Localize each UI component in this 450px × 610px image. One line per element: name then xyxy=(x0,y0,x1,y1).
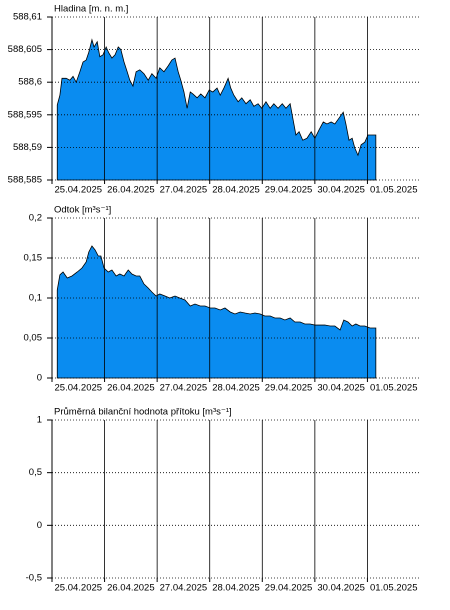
x-tick-label: 27.04.2025 xyxy=(160,383,208,394)
y-tick-label: 0,15 xyxy=(24,253,43,264)
x-tick-label: 29.04.2025 xyxy=(265,583,313,594)
y-tick-label: 0 xyxy=(37,373,42,384)
x-tick-label: 30.04.2025 xyxy=(317,583,365,594)
y-tick-label: 1 xyxy=(37,415,42,426)
x-tick-label: 25.04.2025 xyxy=(55,583,103,594)
chart-title: Průměrná bilanční hodnota přítoku [m³s⁻¹… xyxy=(54,407,232,418)
x-tick-label: 25.04.2025 xyxy=(55,185,103,196)
y-tick-label: -0,5 xyxy=(26,573,42,584)
y-tick-label: 588,6 xyxy=(18,77,42,88)
x-tick-label: 28.04.2025 xyxy=(212,383,260,394)
y-tick-label: 0,2 xyxy=(29,213,42,224)
y-tick-label: 588,585 xyxy=(8,175,42,186)
x-tick-label: 27.04.2025 xyxy=(160,185,208,196)
x-tick-label: 01.05.2025 xyxy=(370,383,418,394)
x-tick-label: 28.04.2025 xyxy=(212,583,260,594)
x-tick-label: 01.05.2025 xyxy=(370,583,418,594)
y-tick-label: 588,595 xyxy=(8,109,42,120)
x-tick-label: 26.04.2025 xyxy=(107,185,155,196)
x-tick-label: 30.04.2025 xyxy=(317,185,365,196)
y-tick-label: 0,5 xyxy=(29,467,42,478)
y-tick-label: 588,61 xyxy=(13,12,42,23)
x-tick-label: 29.04.2025 xyxy=(265,383,313,394)
area xyxy=(56,245,377,379)
x-tick-label: 29.04.2025 xyxy=(265,185,313,196)
y-tick-label: 0 xyxy=(37,520,42,531)
x-tick-label: 25.04.2025 xyxy=(55,383,103,394)
x-tick-label: 30.04.2025 xyxy=(317,383,365,394)
x-tick-label: 01.05.2025 xyxy=(370,185,418,196)
x-tick-label: 28.04.2025 xyxy=(212,185,260,196)
chart-title: Hladina [m. n. m.] xyxy=(54,4,128,15)
x-tick-label: 27.04.2025 xyxy=(160,583,208,594)
y-tick-label: 0,05 xyxy=(24,333,43,344)
area xyxy=(56,38,377,181)
y-tick-label: 588,59 xyxy=(13,142,42,153)
x-tick-label: 26.04.2025 xyxy=(107,583,155,594)
y-tick-label: 588,605 xyxy=(8,44,42,55)
y-tick-label: 0,1 xyxy=(29,293,42,304)
chart-title: Odtok [m³s⁻¹] xyxy=(54,205,111,216)
x-tick-label: 26.04.2025 xyxy=(107,383,155,394)
